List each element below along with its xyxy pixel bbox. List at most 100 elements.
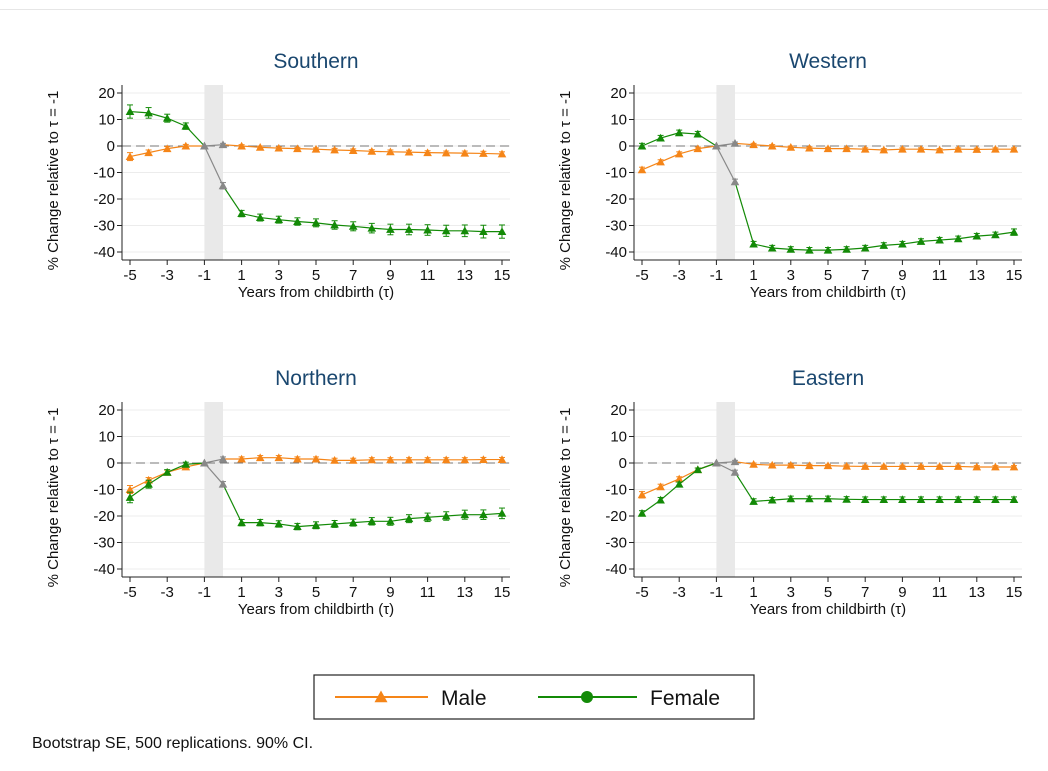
data-point-marker <box>330 145 339 154</box>
x-tick-label: 13 <box>456 584 473 601</box>
series-female <box>637 458 1019 517</box>
data-point-marker <box>991 462 1000 471</box>
x-tick-label: 5 <box>824 267 832 284</box>
x-tick-label: -3 <box>161 267 174 284</box>
data-point-marker <box>311 454 321 463</box>
data-point-marker <box>348 146 358 154</box>
x-axis-label: Years from childbirth (τ) <box>750 601 906 618</box>
data-point-marker <box>460 148 470 157</box>
y-tick-label: -30 <box>605 218 627 235</box>
data-point-marker <box>348 518 358 527</box>
panel-title: Western <box>789 50 867 73</box>
series-line-segment <box>371 227 391 231</box>
data-point-marker <box>730 139 740 147</box>
panel-title: Eastern <box>792 367 864 390</box>
data-point-marker <box>497 149 507 158</box>
data-point-marker <box>953 234 963 243</box>
data-point-marker <box>386 225 395 233</box>
x-tick-label: 1 <box>237 267 245 284</box>
data-point-marker <box>348 456 358 464</box>
series-line-segment <box>865 148 884 151</box>
legend-female-marker <box>581 691 593 703</box>
data-point-marker <box>823 461 833 470</box>
data-point-marker <box>749 460 758 468</box>
series-line-segment <box>483 152 503 155</box>
series-line-segment <box>408 151 428 154</box>
series-line-segment <box>715 145 736 183</box>
x-tick-label: -1 <box>710 267 723 284</box>
panel-title: Northern <box>275 367 357 390</box>
data-point-marker <box>404 455 414 464</box>
series-line-segment <box>315 458 335 461</box>
x-tick-label: -1 <box>710 584 723 601</box>
data-point-marker <box>441 455 451 464</box>
x-axis-label: Years from childbirth (τ) <box>238 284 394 301</box>
data-point-marker <box>935 145 944 154</box>
y-tick-label: 10 <box>98 112 115 129</box>
data-point-marker <box>842 495 851 503</box>
series-line-segment <box>203 462 224 485</box>
data-point-marker <box>311 218 321 227</box>
data-point-marker <box>255 453 265 462</box>
data-point-marker <box>637 165 647 174</box>
x-tick-label: -5 <box>123 584 136 601</box>
series-line-segment <box>204 144 224 147</box>
data-point-marker <box>637 509 647 517</box>
data-point-marker <box>842 144 851 153</box>
data-point-marker <box>860 495 870 504</box>
series-line-segment <box>827 248 847 251</box>
data-point-marker <box>218 454 228 463</box>
series-line-segment <box>939 238 959 241</box>
data-point-marker <box>330 519 339 528</box>
data-point-marker <box>386 517 395 525</box>
data-point-marker <box>935 235 944 244</box>
data-point-marker <box>200 458 209 467</box>
x-tick-label: -3 <box>161 584 174 601</box>
series-line-segment <box>716 142 736 147</box>
series-line-segment <box>278 523 298 528</box>
x-tick-label: -3 <box>673 267 686 284</box>
y-tick-label: 20 <box>610 402 627 419</box>
data-point-marker <box>293 144 302 153</box>
data-point-marker <box>916 495 926 504</box>
data-point-marker <box>637 490 647 499</box>
y-tick-label: 0 <box>619 455 627 472</box>
series-line-segment <box>315 148 335 151</box>
data-point-marker <box>712 141 721 150</box>
x-tick-label: 9 <box>386 267 394 284</box>
series-line-segment <box>260 522 279 525</box>
data-point-marker <box>218 479 228 488</box>
x-tick-label: -5 <box>123 267 136 284</box>
data-point-marker <box>805 143 814 152</box>
data-point-marker <box>842 461 851 470</box>
data-point-marker <box>441 148 451 157</box>
data-point-marker <box>823 245 833 254</box>
data-point-marker <box>386 147 395 156</box>
data-point-marker <box>274 215 284 224</box>
x-tick-label: -5 <box>635 267 648 284</box>
x-tick-label: 9 <box>898 584 906 601</box>
data-point-marker <box>805 494 814 503</box>
series-female <box>125 104 507 239</box>
data-point-marker <box>972 145 982 153</box>
data-point-marker <box>953 144 963 153</box>
series-line-segment <box>772 247 791 250</box>
data-point-marker <box>898 462 907 470</box>
series-line-segment <box>241 457 261 460</box>
data-point-marker <box>935 462 944 470</box>
series-line-segment <box>129 152 149 158</box>
y-tick-label: -10 <box>93 165 115 182</box>
data-point-marker <box>656 133 665 142</box>
series-line-segment <box>753 243 773 249</box>
data-point-marker <box>497 509 507 517</box>
series-line-segment <box>297 220 317 224</box>
y-tick-label: -10 <box>605 482 627 499</box>
series-line-segment <box>753 463 773 466</box>
series-line-segment <box>716 461 736 464</box>
top-rule <box>0 9 1048 10</box>
data-point-marker <box>274 143 284 152</box>
data-point-marker <box>879 462 889 470</box>
data-point-marker <box>348 221 358 230</box>
data-point-marker <box>1009 144 1019 153</box>
